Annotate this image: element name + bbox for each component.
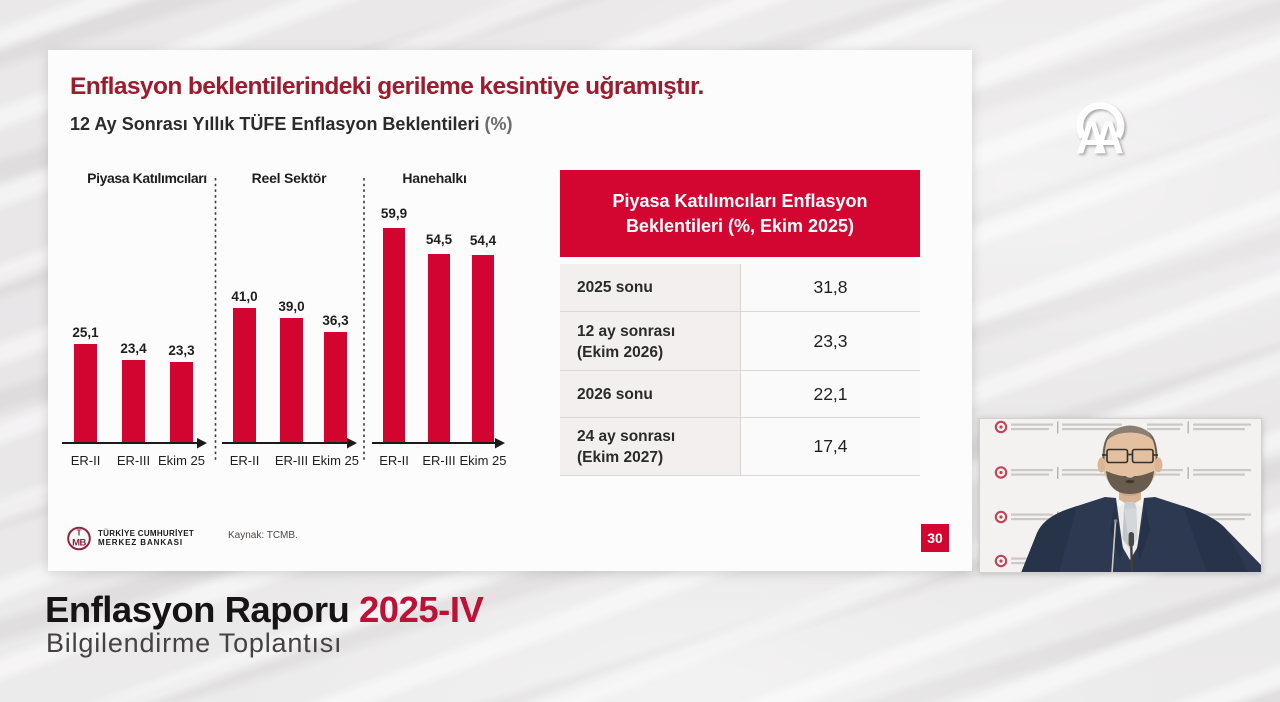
svg-text:Ekim 25: Ekim 25: [158, 453, 205, 468]
svg-text:A: A: [1093, 112, 1124, 163]
svg-text:ER-III: ER-III: [117, 453, 150, 468]
svg-text:Ekim 25: Ekim 25: [460, 453, 507, 468]
svg-text:25,1: 25,1: [72, 325, 99, 340]
svg-text:ER-III: ER-III: [275, 453, 308, 468]
svg-text:ER-III: ER-III: [422, 453, 455, 468]
svg-text:ER-II: ER-II: [71, 453, 101, 468]
svg-text:54,5: 54,5: [426, 232, 453, 247]
svg-text:54,4: 54,4: [470, 233, 497, 248]
svg-text:Piyasa Katılımcıları: Piyasa Katılımcıları: [87, 170, 207, 186]
svg-text:23,4: 23,4: [120, 341, 147, 356]
svg-text:A: A: [1076, 112, 1107, 163]
svg-text:ER-II: ER-II: [230, 453, 260, 468]
svg-text:39,0: 39,0: [278, 299, 304, 314]
svg-text:Reel Sektör: Reel Sektör: [252, 170, 328, 186]
svg-text:ER-II: ER-II: [379, 453, 409, 468]
svg-text:59,9: 59,9: [381, 206, 407, 221]
svg-text:Ekim 25: Ekim 25: [312, 453, 359, 468]
svg-text:36,3: 36,3: [322, 313, 349, 328]
svg-text:T: T: [76, 528, 82, 538]
svg-text:23,3: 23,3: [168, 343, 195, 358]
svg-text:Hanehalkı: Hanehalkı: [402, 170, 466, 186]
svg-text:41,0: 41,0: [231, 289, 257, 304]
svg-text:MB: MB: [72, 538, 86, 549]
